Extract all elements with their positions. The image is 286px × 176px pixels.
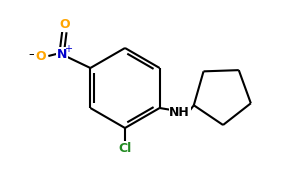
Text: Cl: Cl <box>118 142 132 155</box>
Text: O: O <box>59 18 70 32</box>
Text: –: – <box>28 49 35 61</box>
Text: O: O <box>35 49 46 62</box>
Text: +: + <box>64 44 72 54</box>
Text: N: N <box>57 48 67 61</box>
Text: NH: NH <box>169 105 190 118</box>
